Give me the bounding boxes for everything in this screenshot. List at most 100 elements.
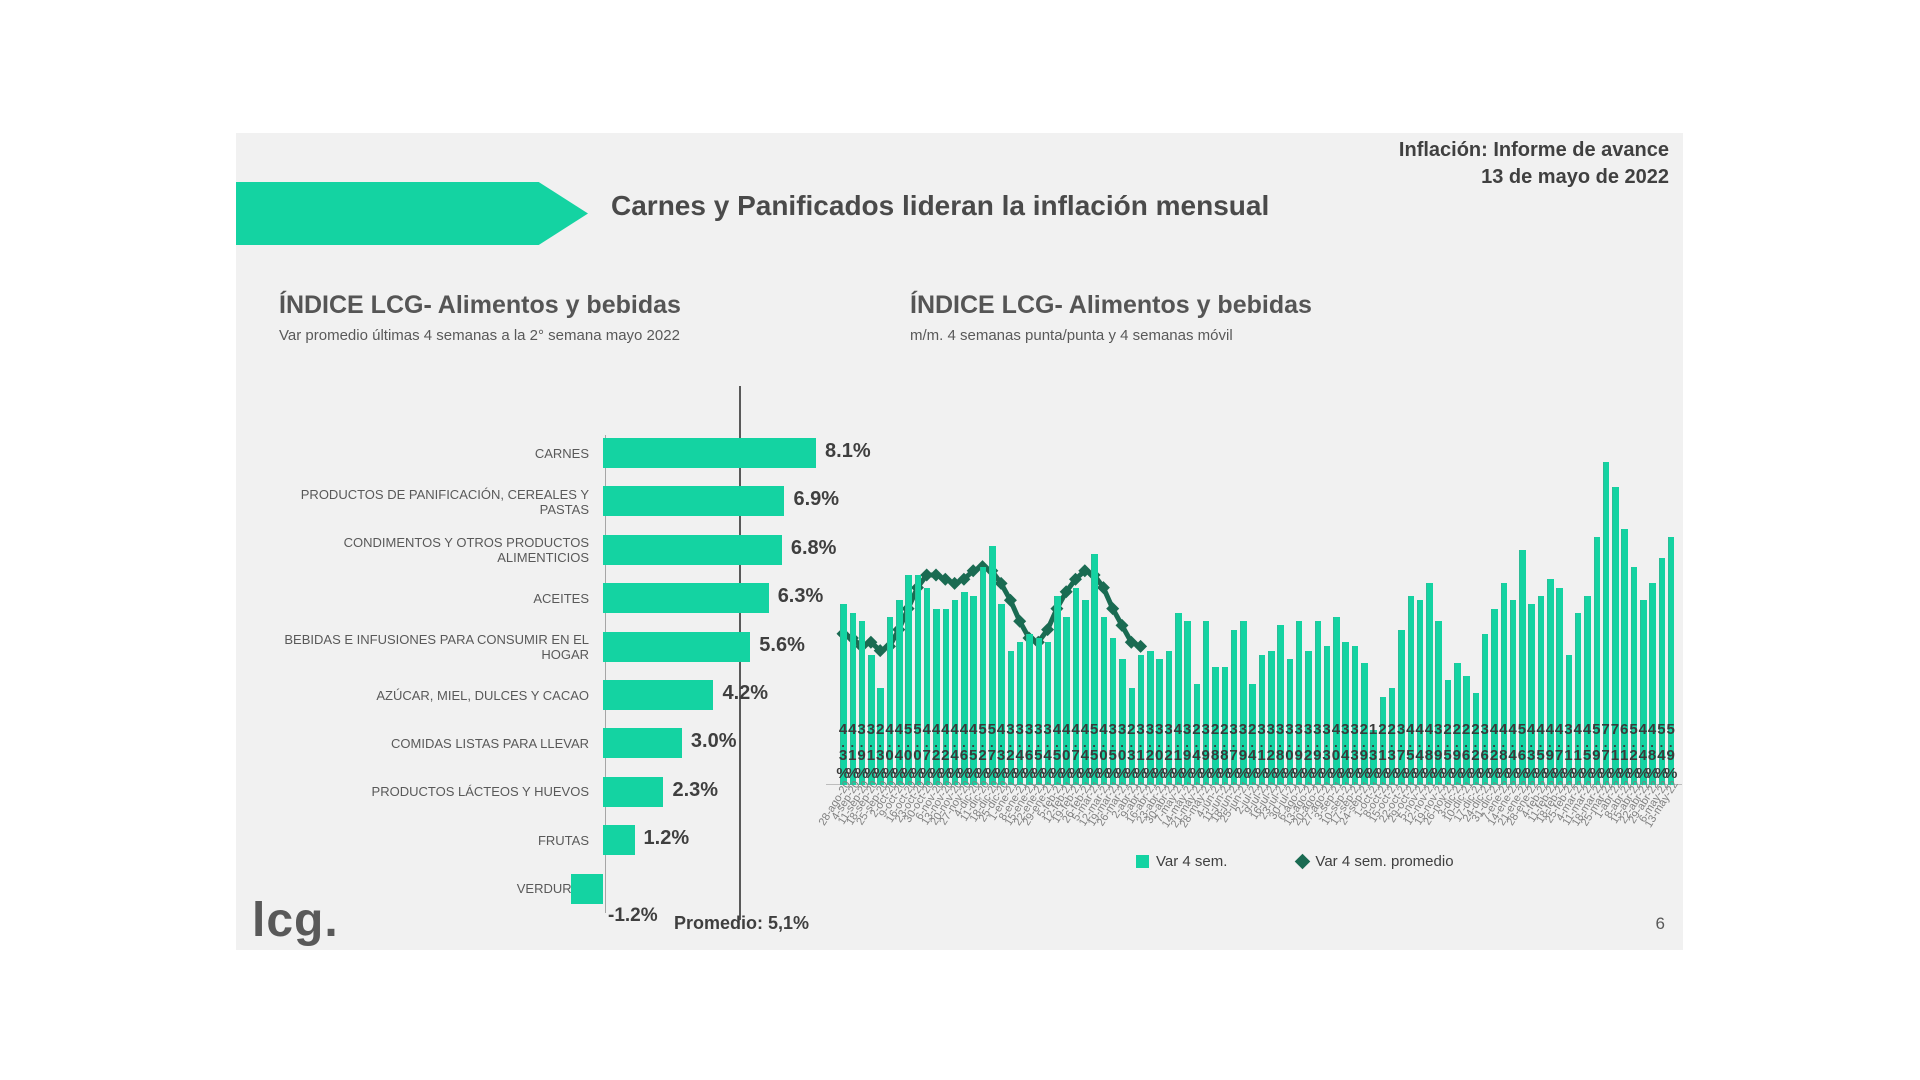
value-char: 7 — [1396, 747, 1406, 764]
weekly-bar — [1054, 596, 1061, 785]
weekly-bar-value-label: 3. 9% — [1292, 721, 1306, 783]
value-char: 2 — [1461, 721, 1471, 738]
value-char: . — [1027, 735, 1031, 750]
value-char: . — [1324, 735, 1329, 750]
bar-series-swatch-icon — [1136, 855, 1149, 868]
value-char: % — [1347, 765, 1362, 782]
value-label: 6.3% — [777, 585, 824, 608]
weekly-bar-value-label: 5. 0% — [901, 721, 915, 783]
value-char: . — [1120, 735, 1124, 750]
value-char: . — [1603, 735, 1608, 750]
weekly-bar — [1277, 625, 1284, 785]
bar-zone: 1.2% — [603, 816, 979, 864]
value-char: 6 — [1517, 747, 1527, 764]
value-char: 9 — [857, 747, 866, 764]
value-char: 0 — [1062, 747, 1071, 764]
table-row: CONDIMENTOS Y OTROS PRODUCTOS ALIMENTICI… — [279, 526, 979, 574]
right-chart-title: ÍNDICE LCG- Alimentos y bebidas — [910, 291, 1312, 319]
weekly-bar-value-label: 4. 8% — [1422, 721, 1436, 783]
weekly-bar-value-label: 4. 2% — [929, 721, 943, 783]
slide: Inflación: Informe de avance 13 de mayo … — [236, 133, 1683, 950]
value-char: 3 — [1164, 721, 1173, 738]
value-char: . — [841, 735, 845, 750]
value-char: 4 — [1489, 721, 1499, 738]
weekly-bar — [1602, 461, 1610, 785]
value-char: % — [1217, 765, 1231, 782]
value-char: 4 — [1248, 747, 1257, 764]
value-char: % — [1050, 765, 1064, 782]
value-char: . — [1510, 735, 1515, 750]
weekly-bar — [1342, 642, 1349, 785]
weekly-bar — [1370, 730, 1377, 785]
value-char: 2 — [876, 721, 885, 738]
weekly-bar-value-label: 3. 7% — [1227, 721, 1241, 783]
value-char: 3 — [1117, 721, 1127, 738]
value-char: 7 — [1071, 747, 1080, 764]
value-char: 3 — [1350, 721, 1359, 738]
value-char: 4 — [1545, 721, 1554, 738]
value-char: % — [1394, 765, 1408, 782]
weekly-bar-value-label: 4. 1% — [1571, 721, 1585, 783]
weekly-bar — [849, 612, 857, 785]
value-char: % — [1478, 765, 1492, 782]
weekly-bar-value-label: 2. 1% — [1375, 721, 1389, 783]
value-char: 2 — [1192, 721, 1201, 738]
value-char: . — [1547, 735, 1552, 750]
weekly-bar — [1286, 659, 1294, 785]
weekly-bar-value-label: 3. 9% — [1199, 721, 1213, 783]
value-char: . — [1213, 735, 1217, 750]
weekly-bar — [868, 654, 875, 785]
value-char: 5 — [1089, 721, 1099, 738]
value-char: % — [1636, 765, 1650, 782]
value-char: % — [1152, 765, 1166, 782]
value-char: . — [1520, 735, 1524, 750]
weekly-bar — [1426, 583, 1433, 785]
weekly-bar-value-label: 4. 5% — [1534, 721, 1548, 783]
weekly-bar-value-label: 2. 4% — [1245, 721, 1259, 783]
weekly-bar — [1333, 617, 1340, 785]
weekly-bar-value-label: 2. 3% — [1124, 721, 1138, 783]
weekly-bar — [1147, 650, 1154, 785]
value-char: . — [1315, 735, 1320, 750]
legend-item-line: Var 4 sem. promedio — [1295, 853, 1454, 870]
category-bar — [603, 486, 785, 517]
weekly-bar — [1035, 638, 1043, 785]
weekly-bar — [905, 575, 912, 785]
value-char: 3 — [1322, 747, 1331, 764]
weekly-bar — [1100, 617, 1108, 785]
weekly-bar — [1640, 600, 1647, 785]
value-char: 3 — [1006, 721, 1015, 738]
weekly-bar-value-label: 2. 8% — [1208, 721, 1222, 783]
weekly-bar-value-label: 4. 3% — [836, 721, 850, 783]
value-char: . — [1613, 735, 1617, 750]
value-char: 2 — [1387, 721, 1396, 738]
value-char: 2 — [1266, 747, 1275, 764]
value-char: 9 — [1592, 747, 1601, 764]
right-chart-legend: Var 4 sem. Var 4 sem. promedio — [1136, 853, 1454, 870]
category-label: PRODUCTOS DE PANIFICACIÓN, CEREALES Y PA… — [300, 486, 589, 517]
value-char: . — [1185, 735, 1189, 750]
value-char: . — [1538, 735, 1543, 750]
value-char: 3 — [1024, 721, 1034, 738]
value-char: . — [1278, 735, 1282, 750]
value-char: . — [989, 735, 994, 750]
value-char: 0 — [1285, 747, 1294, 764]
weekly-bar — [1026, 633, 1033, 785]
value-char: . — [1585, 735, 1589, 750]
weekly-bar-value-label: 4. 1% — [1171, 721, 1185, 783]
weekly-bar-value-label: 5. 4% — [1654, 721, 1668, 783]
value-char: 3 — [1238, 721, 1248, 738]
category-bar — [603, 631, 751, 662]
value-char: . — [1482, 735, 1487, 750]
report-title: Inflación: Informe de avance — [1398, 139, 1669, 161]
value-char: 0 — [903, 747, 913, 764]
weekly-bar — [1454, 663, 1461, 785]
weekly-bar-value-label: 3. 2% — [1301, 721, 1315, 783]
value-char: . — [1073, 735, 1078, 750]
weekly-bar-value-label: 2. 9% — [1450, 721, 1464, 783]
value-char: % — [1273, 765, 1287, 782]
value-char: 1 — [1378, 747, 1387, 764]
line-marker — [929, 568, 943, 582]
value-char: 9 — [1545, 747, 1554, 764]
weekly-bar — [840, 604, 847, 785]
